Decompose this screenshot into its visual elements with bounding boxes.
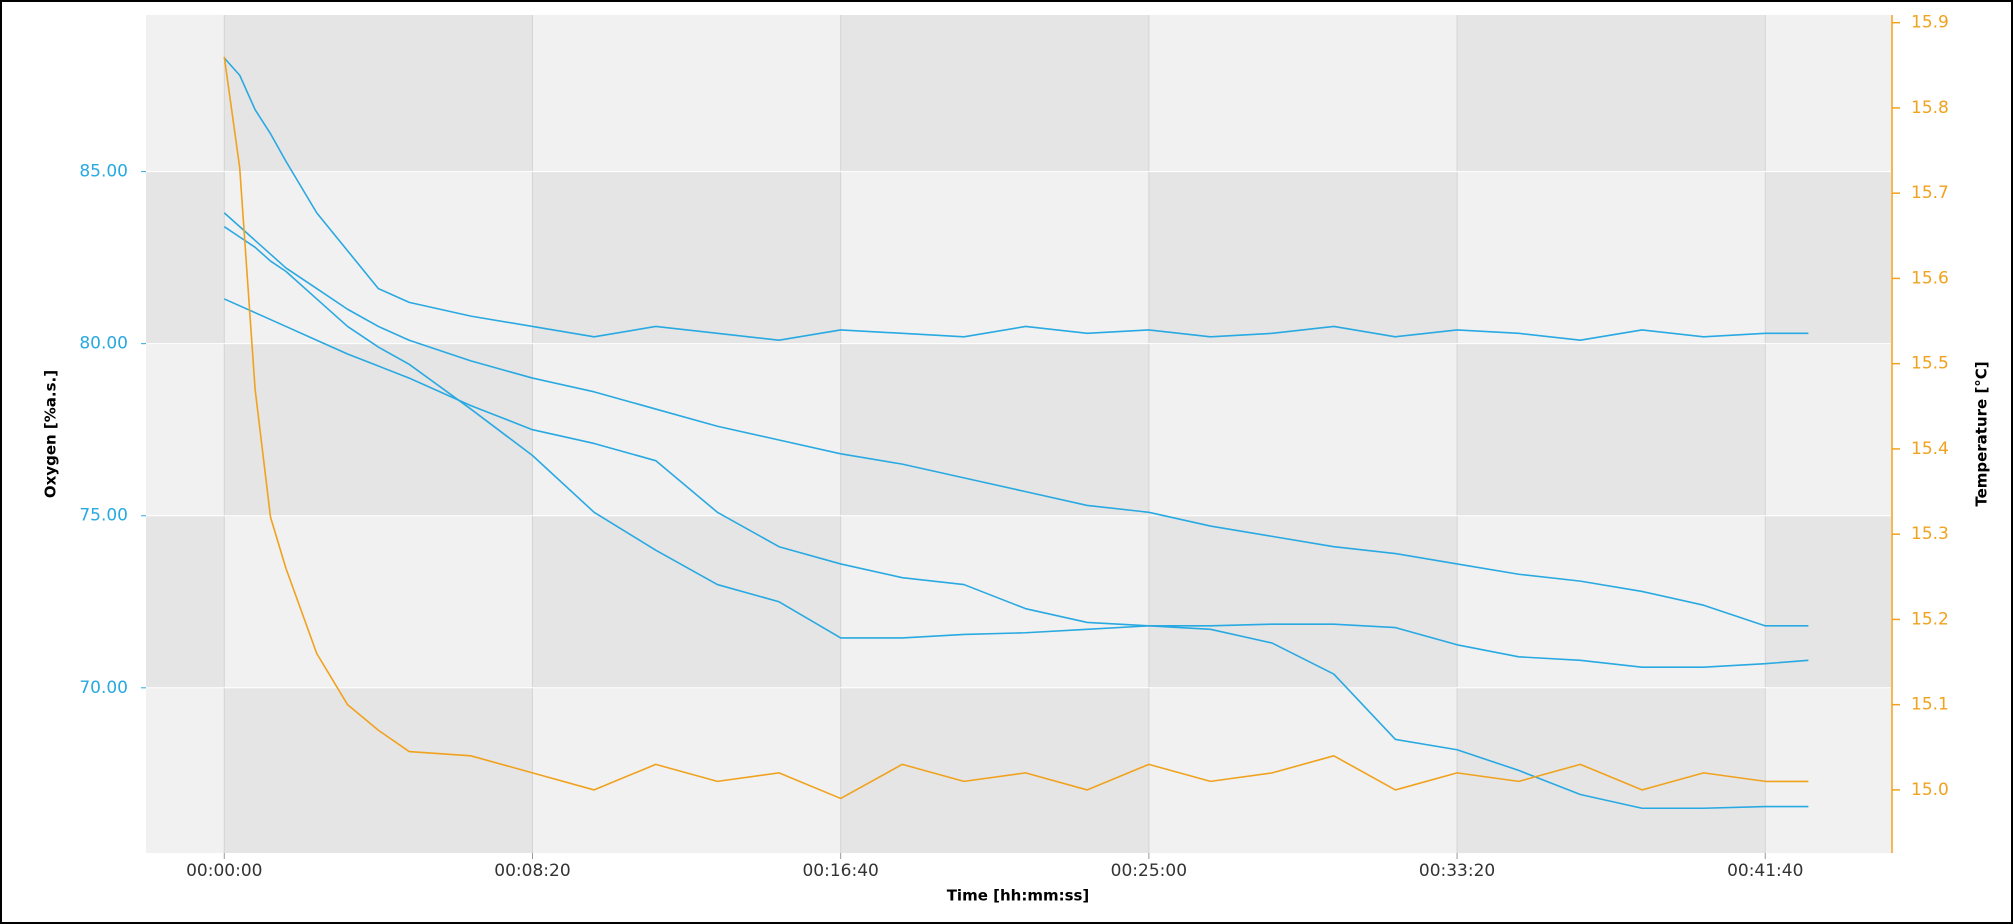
data-line — [223, 225, 1809, 668]
background-cell — [840, 171, 1149, 344]
background-cell — [1457, 171, 1766, 344]
y2-tick-label: 15.2 — [1911, 609, 1949, 629]
background-cell — [224, 515, 533, 688]
x-tick-label: 00:00:00 — [186, 861, 262, 881]
background-cell — [1148, 15, 1458, 172]
data-line — [223, 298, 1809, 810]
plot-background — [146, 15, 1891, 853]
y2-axis-title: Temperature [°C] — [1973, 361, 1991, 506]
y2-tick-label: 15.9 — [1911, 13, 1949, 33]
background-cell — [146, 515, 225, 688]
background-cell — [532, 515, 841, 688]
background-cell — [146, 343, 225, 516]
background-cell — [532, 343, 841, 516]
background-cell — [532, 687, 841, 853]
y2-tick-label: 15.7 — [1911, 183, 1949, 203]
y2-tick-label: 15.3 — [1911, 524, 1949, 544]
y-tick-label: 75.00 — [79, 506, 128, 526]
data-line — [223, 57, 1809, 342]
background-cell — [224, 171, 533, 344]
x-tick-label: 00:41:40 — [1727, 861, 1803, 881]
y-tick-label: 70.00 — [79, 678, 128, 698]
background-cell — [1765, 15, 1891, 172]
background-cell — [1148, 171, 1458, 344]
data-line — [223, 212, 1809, 627]
y2-tick-label: 15.4 — [1911, 439, 1949, 459]
background-cell — [146, 171, 225, 344]
y-tick-label: 85.00 — [79, 162, 128, 182]
background-cell — [840, 687, 1149, 853]
y2-tick-label: 15.5 — [1911, 354, 1949, 374]
background-cell — [1148, 343, 1458, 516]
x-tick-label: 00:25:00 — [1111, 861, 1187, 881]
y-tick-label: 80.00 — [79, 334, 128, 354]
background-cell — [1148, 687, 1458, 853]
background-cell — [224, 15, 533, 172]
x-axis-title: Time [hh:mm:ss] — [947, 887, 1090, 905]
background-cell — [1457, 15, 1766, 172]
background-cell — [840, 515, 1149, 688]
x-tick-label: 00:16:40 — [802, 861, 878, 881]
background-cell — [1457, 343, 1766, 516]
background-cell — [1457, 515, 1766, 688]
x-tick-label: 00:33:20 — [1419, 861, 1495, 881]
background-cell — [1765, 515, 1891, 688]
background-cell — [1457, 687, 1766, 853]
y-axis-title: Oxygen [%a.s.] — [42, 370, 60, 498]
background-cell — [224, 687, 533, 853]
background-cell — [1765, 687, 1891, 853]
background-cell — [1765, 343, 1891, 516]
data-line — [223, 56, 1809, 800]
background-cell — [146, 15, 225, 172]
background-cell — [840, 343, 1149, 516]
background-cell — [146, 687, 225, 853]
background-cell — [840, 15, 1149, 172]
background-cell — [532, 15, 841, 172]
y2-tick-label: 15.0 — [1911, 780, 1949, 800]
background-cell — [1765, 171, 1891, 344]
background-cell — [224, 343, 533, 516]
background-cell — [532, 171, 841, 344]
y2-tick-label: 15.8 — [1911, 98, 1949, 118]
y2-tick-label: 15.1 — [1911, 695, 1949, 715]
y2-tick-label: 15.6 — [1911, 268, 1949, 288]
x-tick-label: 00:08:20 — [494, 861, 570, 881]
